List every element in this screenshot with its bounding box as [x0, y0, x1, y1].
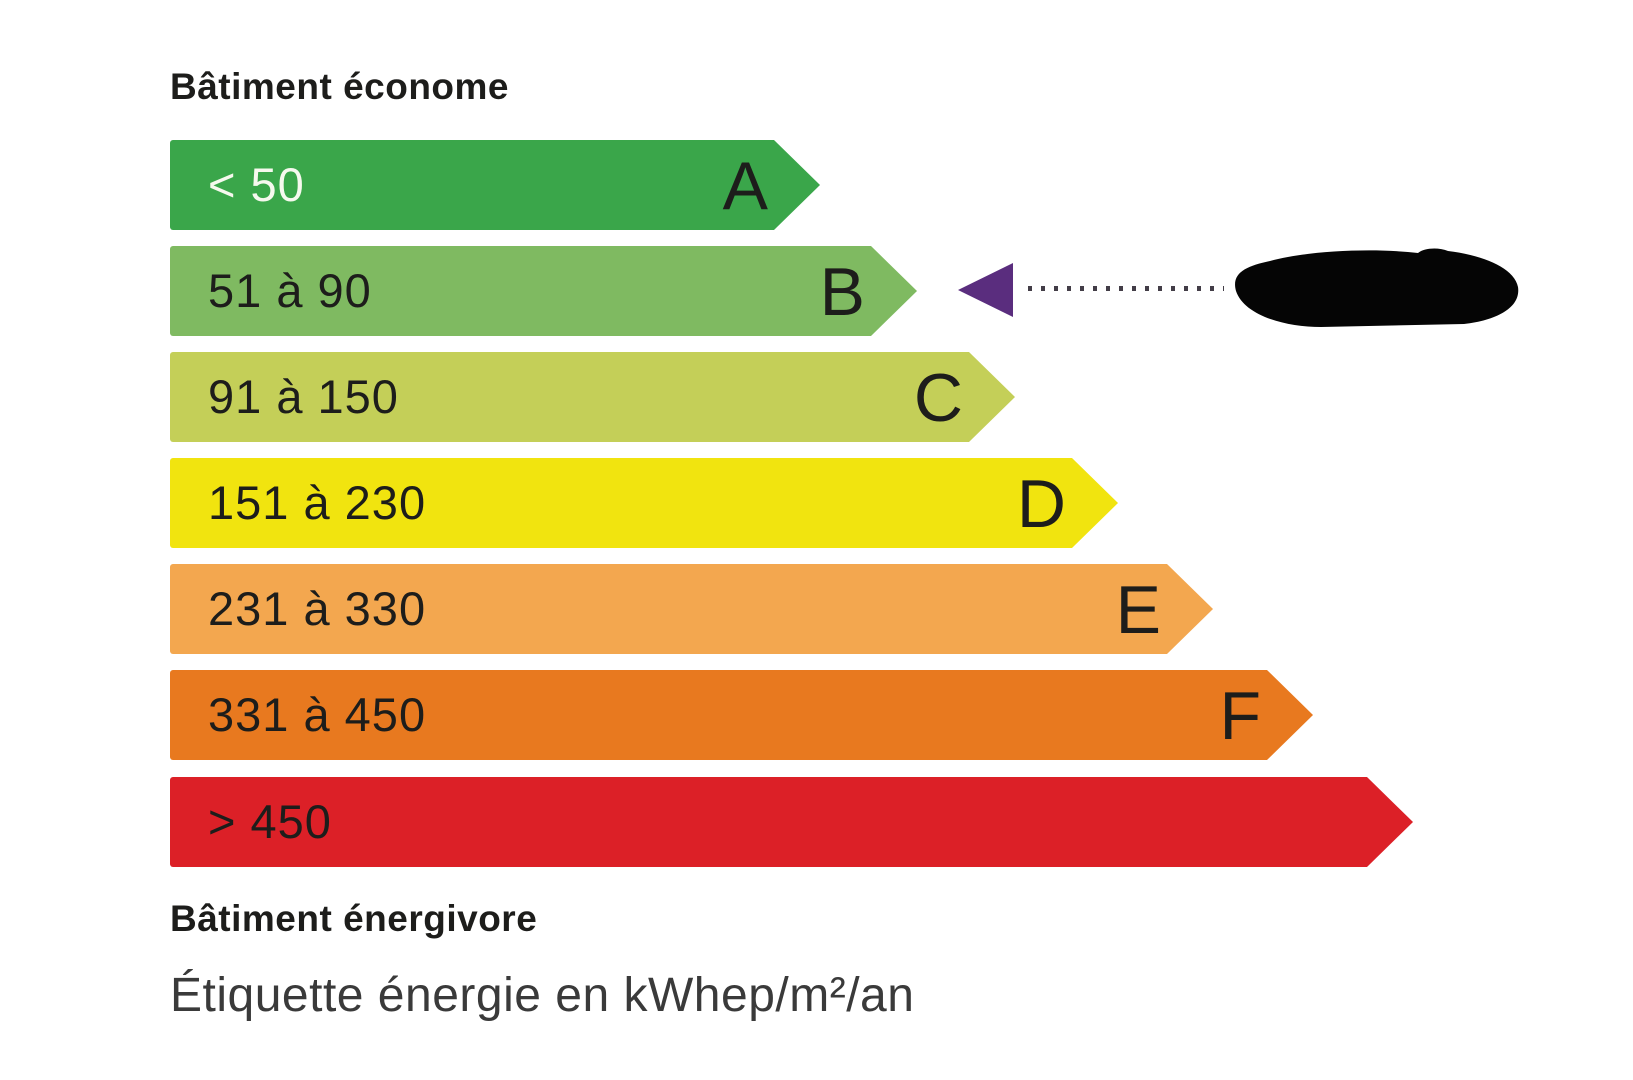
range-label: 151 à 230 [208, 476, 427, 529]
class-letter: B [819, 254, 865, 330]
arrow-left-icon [958, 263, 1013, 317]
energy-class-bar: 331 à 450 F [170, 670, 1313, 760]
energy-class-bar: 151 à 230 D [170, 458, 1118, 548]
energy-class-bar: 91 à 150 C [170, 352, 1015, 442]
label-batiment-energivore: Bâtiment énergivore [170, 898, 538, 939]
caption-etiquette-energie: Étiquette énergie en kWhep/m²/an [170, 969, 915, 1022]
class-letter: C [913, 360, 963, 436]
energy-class-bar: > 450 [170, 777, 1413, 867]
energy-class-bar: 231 à 330 E [170, 564, 1213, 654]
energy-class-bar: 51 à 90 B [170, 246, 917, 336]
redaction-blob [1235, 248, 1519, 327]
energy-class-bar: < 50 A [170, 140, 820, 230]
dotted-leader-line [1028, 286, 1224, 291]
class-letter: E [1115, 572, 1161, 648]
class-letter: A [722, 148, 768, 224]
range-label: 331 à 450 [208, 688, 427, 741]
class-letter: F [1219, 678, 1261, 754]
label-batiment-econome: Bâtiment économe [170, 66, 510, 107]
range-label: > 450 [208, 795, 332, 848]
range-label: 231 à 330 [208, 582, 427, 635]
class-letter: D [1016, 466, 1066, 542]
range-label: < 50 [208, 158, 305, 211]
range-label: 91 à 150 [208, 370, 399, 423]
range-label: 51 à 90 [208, 264, 372, 317]
